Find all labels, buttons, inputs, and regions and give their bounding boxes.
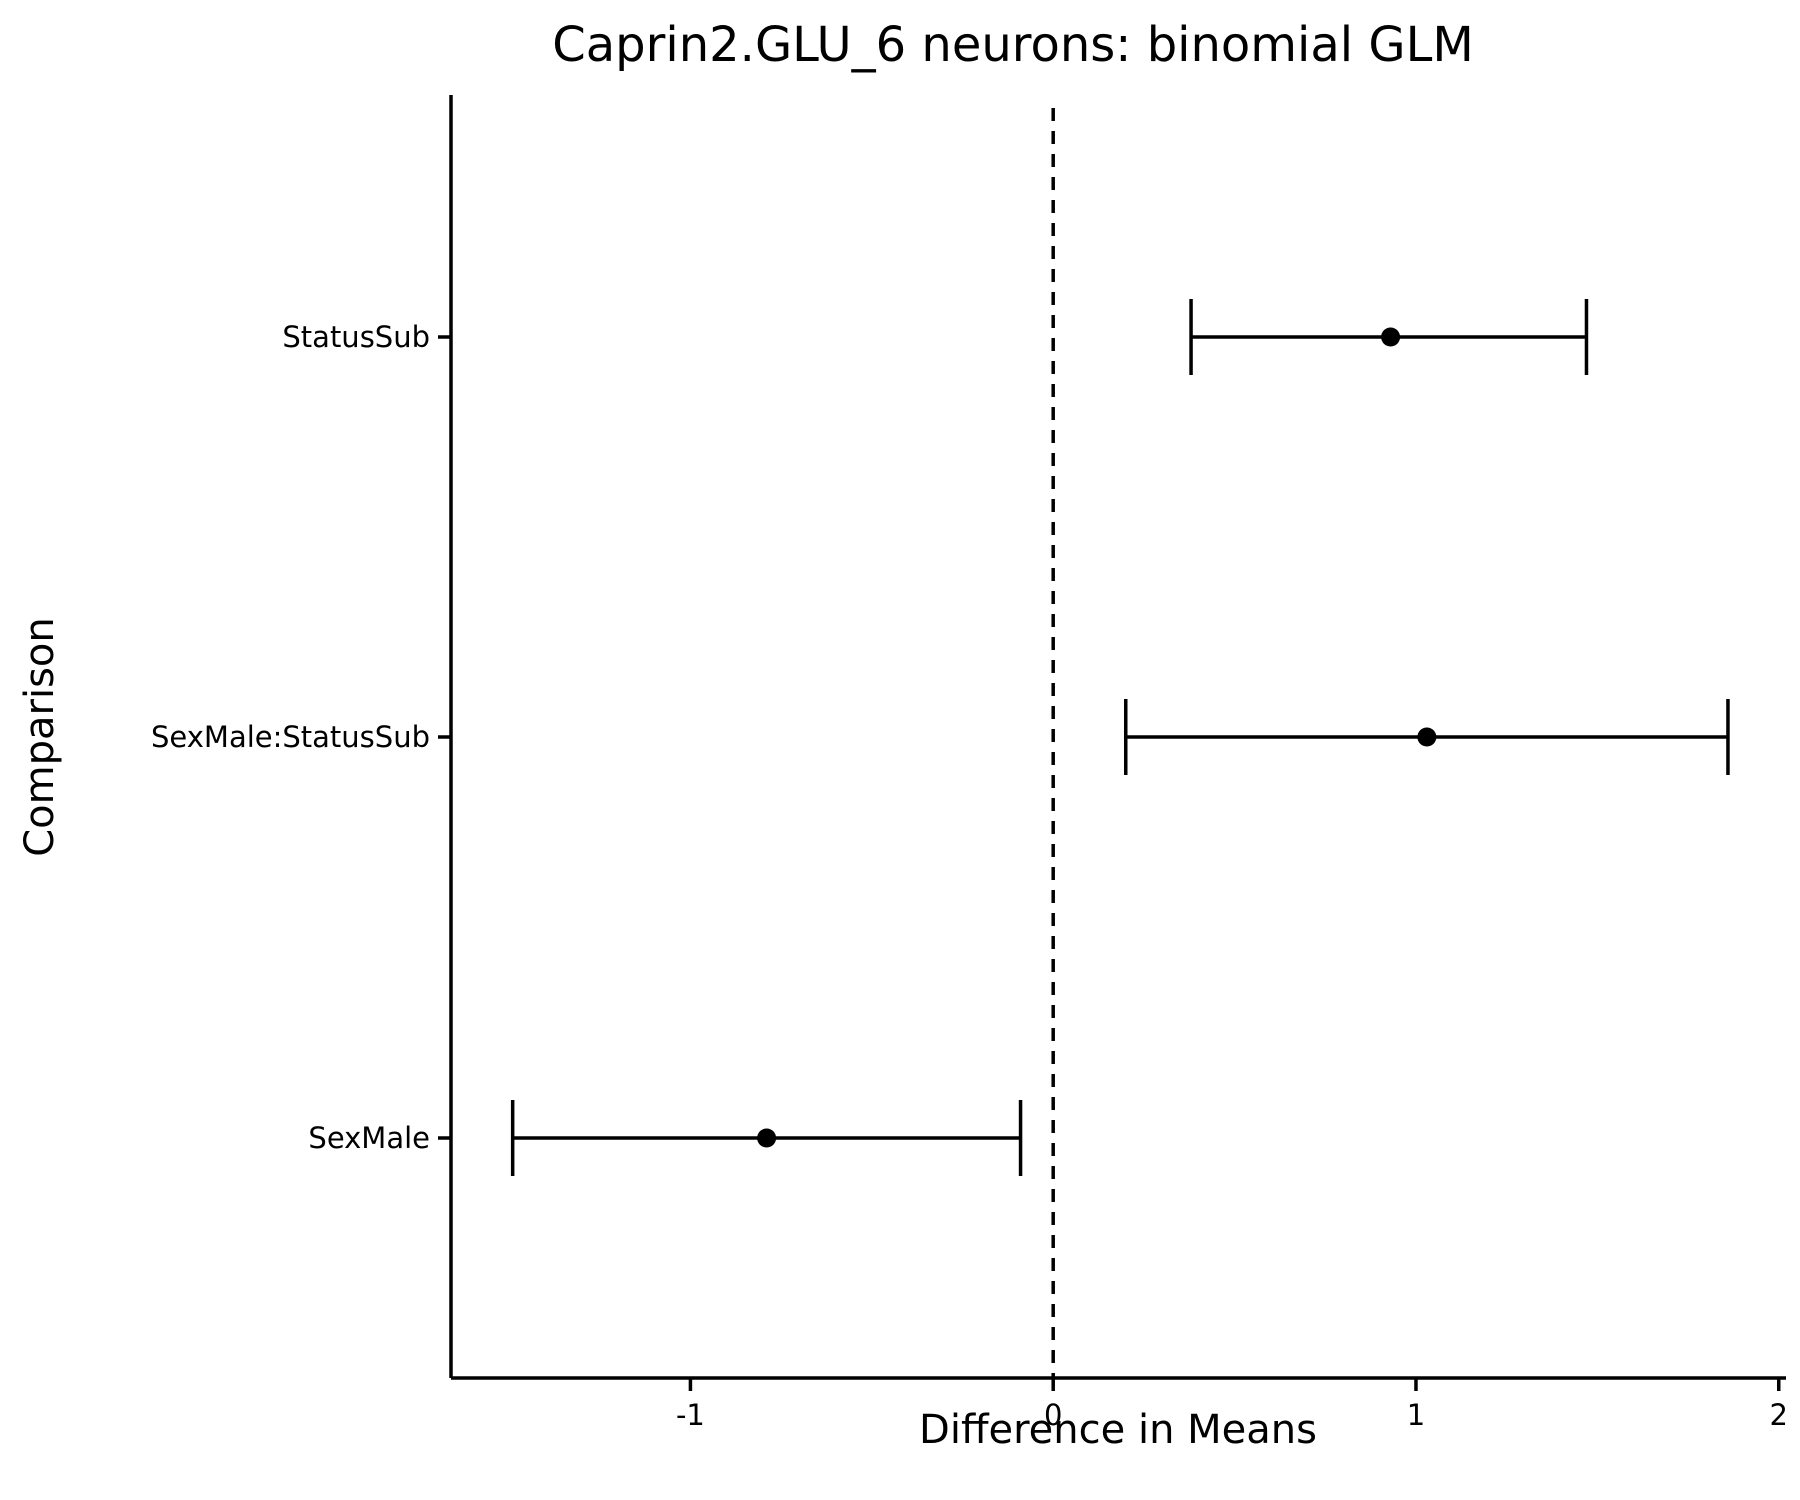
y-tick-label: SexMale:StatusSub (151, 720, 430, 754)
x-tick-label: 2 (1770, 1398, 1788, 1432)
x-tick-label: 1 (1407, 1398, 1425, 1432)
x-axis-title: Difference in Means (919, 1407, 1317, 1453)
plot-area: -1 0 1 2 StatusSub SexMale:StatusSub SexMale (151, 95, 1788, 1432)
estimate-point (1381, 327, 1401, 347)
chart-title: Caprin2.GLU_6 neurons: binomial GLM (552, 17, 1474, 73)
estimate-point (1417, 727, 1437, 747)
estimate-point (757, 1128, 777, 1148)
y-axis-title: Comparison (17, 617, 63, 857)
y-tick-label: SexMale (308, 1121, 430, 1155)
x-tick-label: 0 (1044, 1398, 1062, 1432)
y-tick-label: StatusSub (282, 320, 430, 354)
x-tick-label: -1 (676, 1398, 705, 1432)
